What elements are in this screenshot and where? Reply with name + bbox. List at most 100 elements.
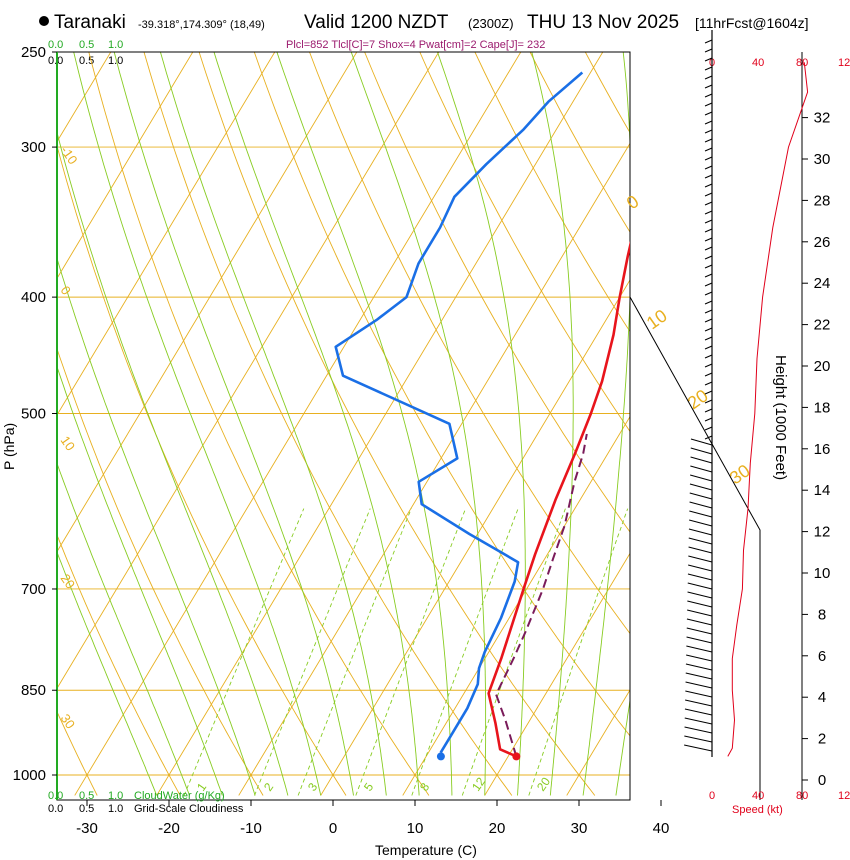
moist-adiabat-line xyxy=(350,52,487,796)
isotherm-line xyxy=(57,52,440,690)
x-tick-label: -20 xyxy=(158,820,180,837)
utc-time: (2300Z) xyxy=(468,16,514,31)
plot-frame xyxy=(56,51,631,801)
wind-barb xyxy=(684,717,713,725)
dry-adiabat-line xyxy=(198,52,596,796)
wind-barb xyxy=(704,282,713,287)
wind-barb xyxy=(685,663,713,671)
moist-adiabat-line xyxy=(276,52,453,796)
height-tick-label: 32 xyxy=(814,110,831,127)
bottom-cloudiness-label: Grid-Scale Cloudiness xyxy=(134,803,244,815)
wind-barb xyxy=(704,246,713,251)
wind-barb xyxy=(688,537,713,545)
wind-barb xyxy=(704,120,713,125)
wind-barb xyxy=(704,147,713,152)
forecast-info: [11hrFcst@1604z] xyxy=(695,15,809,31)
top-speed-1: 40 xyxy=(752,57,764,69)
wind-barb xyxy=(690,447,713,455)
isotherm-line xyxy=(238,142,630,796)
wind-barb xyxy=(689,519,713,527)
height-tick-label: 22 xyxy=(814,317,831,334)
wind-barb xyxy=(704,390,713,395)
moist-adiabat-line xyxy=(531,52,574,796)
isotherm-label: 10 xyxy=(58,433,79,453)
bottom-cloudwater-2: 1.0 xyxy=(108,790,123,802)
wind-barb xyxy=(704,363,713,368)
bottom-speed-2: 80 xyxy=(796,790,808,802)
wind-barb xyxy=(690,438,713,446)
surface-dewpoint-marker xyxy=(436,752,445,761)
wind-barb xyxy=(704,237,713,242)
wind-barb xyxy=(684,726,713,734)
isotherm-line xyxy=(156,52,604,796)
wind-barb xyxy=(704,48,713,53)
isotherm-label: 20 xyxy=(58,571,79,591)
dry-adiabat-line xyxy=(57,144,347,796)
height-tick-label: 28 xyxy=(814,192,831,209)
bottom-scales: 0.0 0.5 1.0 CloudWater (g/Kg) 0.0 0.5 1.… xyxy=(48,790,850,816)
moist-adiabat-line xyxy=(615,697,630,796)
isotherm-line xyxy=(74,52,522,796)
wind-barb xyxy=(686,636,713,644)
wind-barb xyxy=(688,555,713,563)
isotherm-line xyxy=(57,52,194,280)
location-coords: -39.318°,174.309° (18,49) xyxy=(138,19,265,31)
height-tick-label: 2 xyxy=(818,731,826,748)
height-tick-label: 16 xyxy=(814,441,831,458)
thermo-background xyxy=(0,31,850,796)
wind-barb xyxy=(704,228,713,233)
valid-date: THU 13 Nov 2025 xyxy=(527,12,679,33)
mixing-ratio-line xyxy=(254,508,371,796)
p-tick-label: 400 xyxy=(21,289,46,306)
chart-header: Taranaki -39.318°,174.309° (18,49) Valid… xyxy=(39,12,809,51)
wind-barb xyxy=(704,138,713,143)
mixing-ratio-line xyxy=(183,508,305,796)
wind-barb xyxy=(688,528,713,536)
wind-barb xyxy=(687,591,713,599)
wind-barb xyxy=(685,690,713,698)
sounding-series xyxy=(334,71,630,761)
wind-barb xyxy=(704,165,713,170)
bottom-speed-1: 40 xyxy=(752,790,764,802)
series-temperature-line xyxy=(487,240,630,758)
dry-adiabat-line xyxy=(419,52,630,433)
wind-barb xyxy=(704,273,713,278)
isotherm-line xyxy=(731,31,850,796)
moist-adiabat-line xyxy=(159,52,387,796)
top-cloudwater-0: 0.0 xyxy=(48,39,63,51)
top-speed-3: 12 xyxy=(838,57,850,69)
height-tick-label: 0 xyxy=(818,772,826,789)
wind-barb xyxy=(704,399,713,404)
wind-barb xyxy=(684,735,713,743)
wind-barb xyxy=(690,456,713,464)
wind-barb xyxy=(704,66,713,71)
height-tick-label: 6 xyxy=(818,648,826,665)
p-tick-label: 250 xyxy=(21,44,46,61)
dry-adiabat-line xyxy=(474,52,630,333)
top-cloudiness-0: 0.0 xyxy=(48,55,63,67)
bottom-cloudiness-2: 1.0 xyxy=(108,803,123,815)
mixing-ratio-line xyxy=(461,508,566,796)
panel-boundary-line xyxy=(629,296,761,800)
wind-barb xyxy=(704,39,713,44)
wind-barb xyxy=(704,300,713,305)
series-dewpoint-line xyxy=(334,71,584,754)
wind-barb xyxy=(686,654,713,662)
bottom-cloudiness-0: 0.0 xyxy=(48,803,63,815)
wind-barb xyxy=(704,264,713,269)
wind-barb xyxy=(704,372,713,377)
dry-adiabat-line xyxy=(364,52,630,533)
height-tick-label: 30 xyxy=(814,151,831,168)
y-axis-label: P (hPa) xyxy=(1,423,17,470)
isotherm-line xyxy=(57,52,276,416)
wind-barb xyxy=(685,672,713,680)
dry-adiabat-line xyxy=(57,533,181,796)
isotherm-label: 0 xyxy=(58,283,74,298)
moist-adiabat-line xyxy=(57,462,190,796)
bottom-cloudwater-label: CloudWater (g/Kg) xyxy=(134,790,225,802)
height-tick-label: 18 xyxy=(814,399,831,416)
wind-barb xyxy=(704,192,713,197)
dry-adiabat-line xyxy=(0,31,14,796)
